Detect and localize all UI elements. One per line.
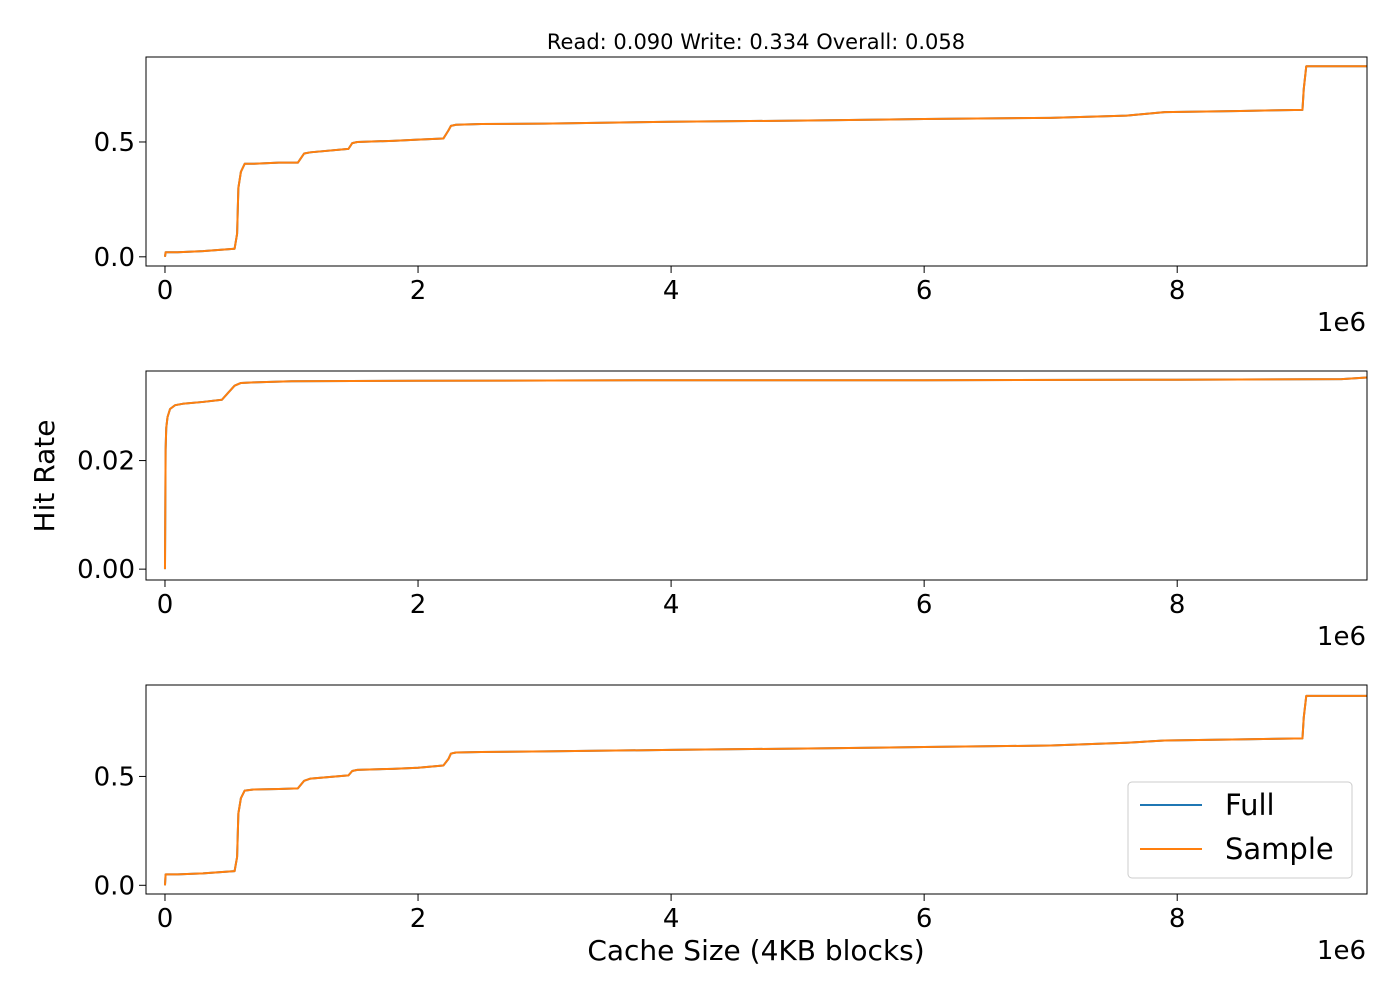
series-line-sample-write [163, 376, 1367, 570]
x-tick-label: 4 [663, 590, 680, 620]
legend: Full Sample [1127, 781, 1353, 879]
series-line-sample-overall [163, 694, 1367, 886]
x-tick-label: 2 [410, 904, 427, 934]
x-axis-multiplier: 1e6 [1317, 622, 1366, 652]
panel-read: 0 2 4 6 8 0.0 0.5 1e6 [94, 56, 1368, 338]
x-tick-label: 4 [663, 904, 680, 934]
y-tick-label: 0.0 [94, 243, 135, 273]
x-tick-label: 6 [916, 904, 933, 934]
y-tick-label: 0.00 [77, 555, 135, 585]
x-tick-label: 0 [157, 276, 174, 306]
x-tick-label: 2 [410, 590, 427, 620]
y-tick-label: 0.02 [77, 447, 135, 477]
x-axis-multiplier: 1e6 [1317, 936, 1366, 966]
legend-label-full: Full [1225, 788, 1275, 822]
axes-frame-overall [145, 684, 1368, 895]
y-tick-label: 0.5 [94, 762, 135, 792]
x-axis-multiplier: 1e6 [1317, 308, 1366, 338]
x-tick-label: 0 [157, 904, 174, 934]
axes-frame-write [145, 370, 1368, 581]
x-tick-label: 0 [157, 590, 174, 620]
x-axis-label: Cache Size (4KB blocks) [587, 934, 924, 967]
y-tick-label: 0.0 [94, 871, 135, 901]
x-tick-label: 8 [1169, 590, 1186, 620]
x-tick-label: 8 [1169, 276, 1186, 306]
x-tick-label: 4 [663, 276, 680, 306]
y-tick-label: 0.5 [94, 128, 135, 158]
x-tick-label: 6 [916, 276, 933, 306]
x-tick-label: 8 [1169, 904, 1186, 934]
panel-write: 0 2 4 6 8 0.00 0.02 1e6 [77, 370, 1368, 652]
legend-label-sample: Sample [1225, 832, 1334, 866]
x-tick-label: 6 [916, 590, 933, 620]
figure-title: Read: 0.090 Write: 0.334 Overall: 0.058 [547, 30, 965, 54]
axes-frame-read [145, 56, 1368, 267]
x-tick-label: 2 [410, 276, 427, 306]
y-axis-label: Hit Rate [28, 420, 61, 533]
series-line-sample-read [163, 65, 1367, 257]
panel-overall: 0 2 4 6 8 0.0 0.5 1e6 [94, 684, 1368, 966]
